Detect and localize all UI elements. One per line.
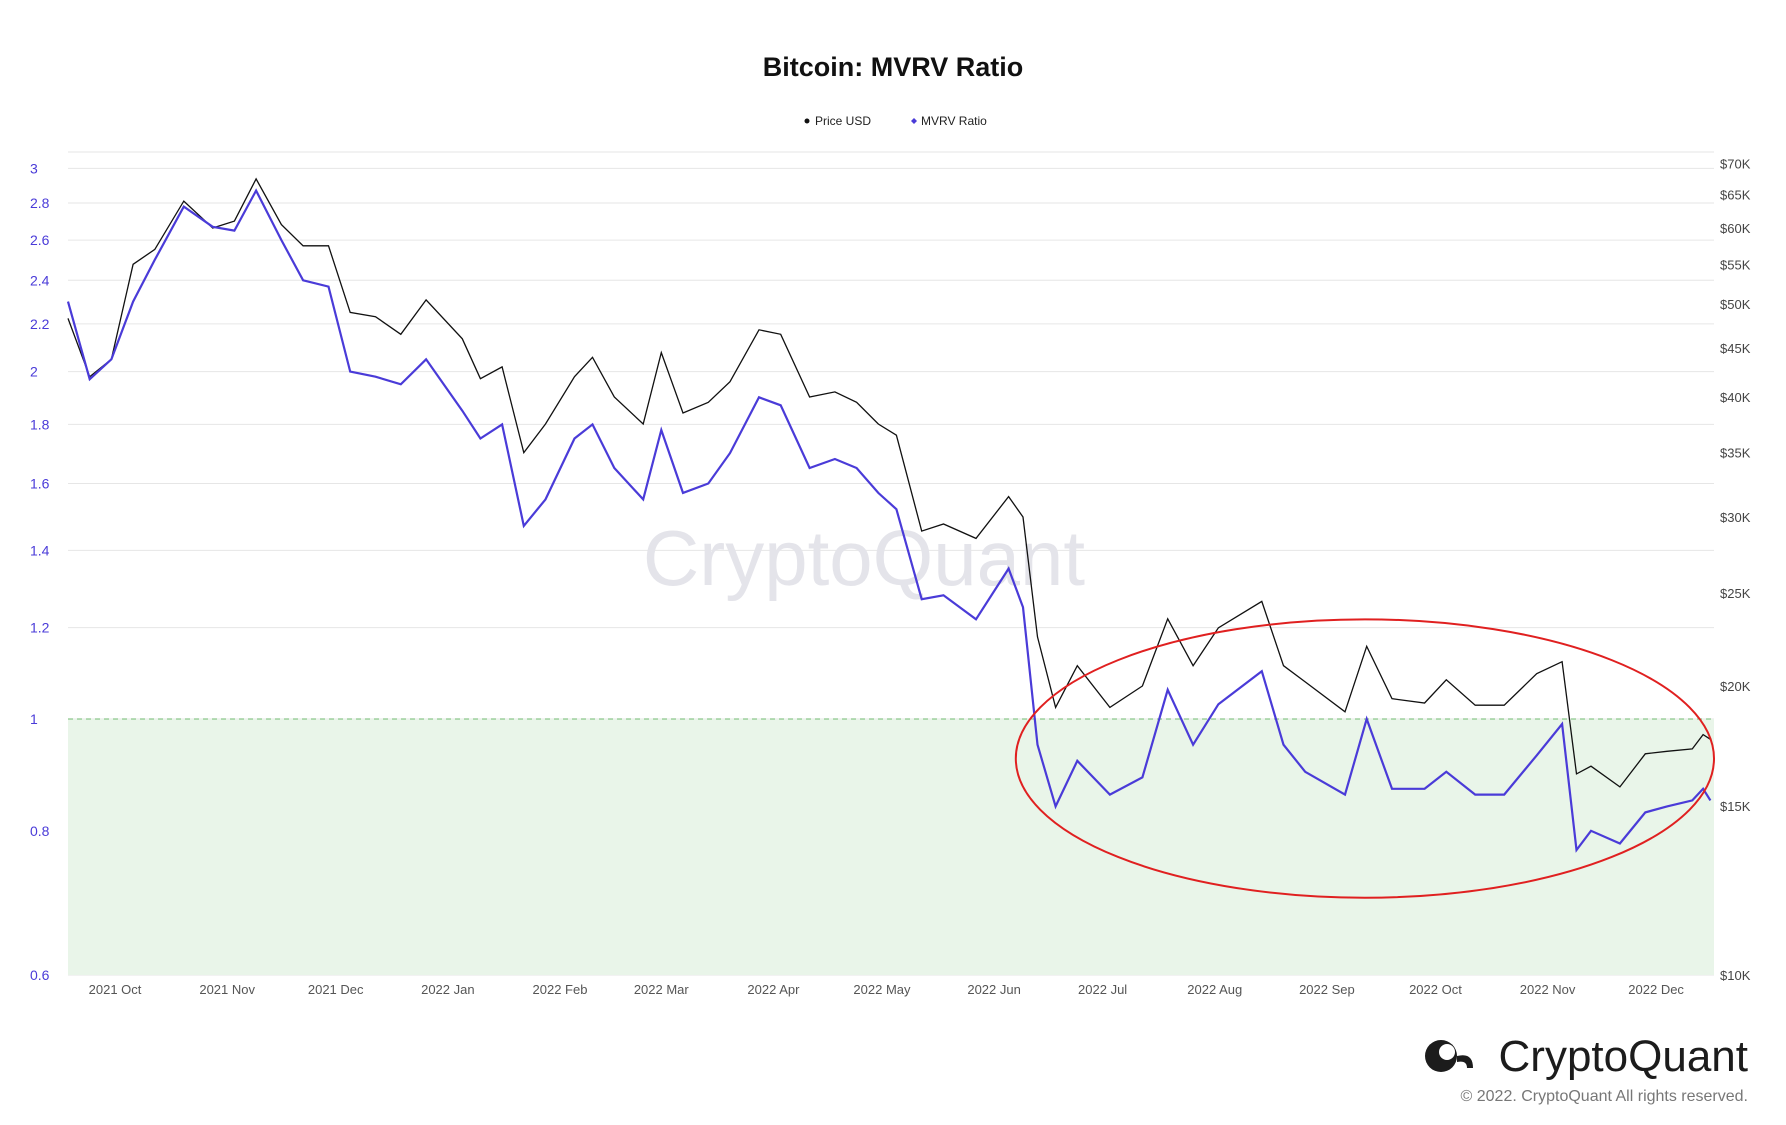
x-axis: 2021 Oct 2021 Nov 2021 Dec 2022 Jan 2022 Feb…	[89, 982, 1685, 997]
brand-logo: CryptoQuant	[1425, 1032, 1748, 1081]
y-right-tick-label: $60K	[1720, 221, 1751, 236]
y-left-tick-label: 1.6	[30, 475, 50, 491]
y-right-tick-label: $25K	[1720, 586, 1751, 601]
legend-mvrv-marker	[911, 118, 917, 124]
y-left-tick-label: 1.4	[30, 542, 50, 558]
y-right-tick-label: $50K	[1720, 297, 1751, 312]
x-tick-label: 2022 Mar	[634, 982, 690, 997]
y-right-tick-label: $35K	[1720, 446, 1751, 461]
x-tick-label: 2021 Dec	[308, 982, 364, 997]
legend-mvrv-label[interactable]: MVRV Ratio	[921, 114, 987, 128]
x-tick-label: 2022 May	[853, 982, 911, 997]
series-line-mvrv-ratio[interactable]	[66, 188, 1712, 853]
y-right-tick-label: $55K	[1720, 257, 1751, 272]
y-left-tick-label: 2	[30, 364, 38, 380]
brand-name: CryptoQuant	[1499, 1032, 1748, 1081]
legend[interactable]: Price USD MVRV Ratio	[804, 114, 988, 128]
y-left-tick-label: 2.8	[30, 195, 50, 211]
y-right-tick-label: $15K	[1720, 799, 1751, 814]
y-left-tick-label: 1.2	[30, 620, 50, 636]
y-right-tick-label: $10K	[1720, 968, 1751, 983]
highlight-ellipse	[1014, 618, 1716, 899]
x-tick-label: 2021 Oct	[89, 982, 142, 997]
x-tick-label: 2022 Jul	[1078, 982, 1127, 997]
brand-logo-icon-tail	[1457, 1055, 1473, 1068]
x-tick-label: 2022 Jan	[421, 982, 475, 997]
y-left-tick-label: 1	[30, 711, 38, 727]
legend-price-marker	[804, 118, 810, 124]
y-right-tick-label: $40K	[1720, 390, 1751, 405]
y-left-tick-label: 2.6	[30, 232, 50, 248]
series-line-price-usd[interactable]	[67, 177, 1711, 788]
x-tick-label: 2022 Oct	[1409, 982, 1462, 997]
x-tick-label: 2022 Sep	[1299, 982, 1355, 997]
y-left-tick-label: 2.2	[30, 316, 50, 332]
y-left-tick-label: 0.6	[30, 967, 50, 983]
x-tick-label: 2022 Dec	[1628, 982, 1684, 997]
y-left-tick-label: 1.8	[30, 416, 50, 432]
x-tick-label: 2022 Apr	[747, 982, 800, 997]
x-tick-label: 2022 Aug	[1187, 982, 1242, 997]
y-right-tick-label: $20K	[1720, 679, 1751, 694]
brand-logo-icon-cutout	[1439, 1044, 1455, 1060]
x-tick-label: 2022 Jun	[967, 982, 1021, 997]
y-left-tick-label: 0.8	[30, 823, 50, 839]
copyright-text: © 2022. CryptoQuant All rights reserved.	[1461, 1088, 1748, 1105]
legend-price-label[interactable]: Price USD	[815, 114, 871, 128]
watermark: CryptoQuant	[643, 514, 1086, 602]
y-right-tick-label: $65K	[1720, 188, 1751, 203]
y-left-tick-label: 2.4	[30, 272, 50, 288]
x-tick-label: 2022 Feb	[533, 982, 588, 997]
x-tick-label: 2021 Nov	[199, 982, 255, 997]
x-tick-label: 2022 Nov	[1520, 982, 1576, 997]
undervalued-zone	[68, 719, 1714, 975]
y-axis-left: 3 2.8 2.6 2.4 2.2 2 1.8 1.6 1.4 1.2 1 0.8 0.6	[30, 160, 50, 983]
chart-title: Bitcoin: MVRV Ratio	[763, 52, 1024, 82]
y-left-tick-label: 3	[30, 160, 38, 176]
y-right-tick-label: $70K	[1720, 157, 1751, 172]
y-axis-right: $70K $65K $60K $55K $50K $45K $40K $35K $30K $25K…	[1720, 157, 1751, 983]
y-right-tick-label: $30K	[1720, 510, 1751, 525]
y-right-tick-label: $45K	[1720, 341, 1751, 356]
